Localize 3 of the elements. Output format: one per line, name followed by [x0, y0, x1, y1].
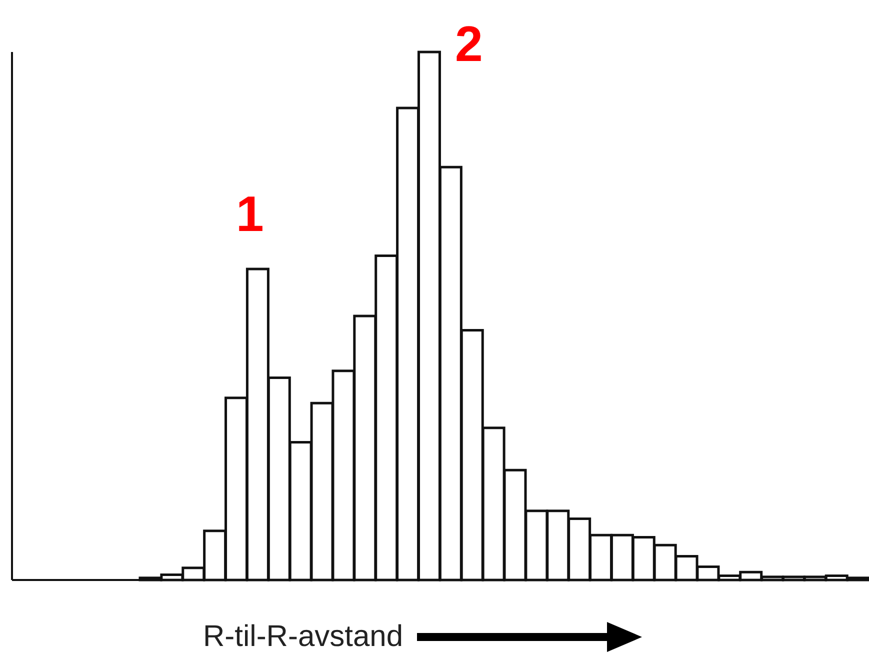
- x-axis-title: R-til-R-avstand: [203, 620, 404, 654]
- annotation: 1: [236, 185, 264, 243]
- annotation: 2: [455, 15, 483, 73]
